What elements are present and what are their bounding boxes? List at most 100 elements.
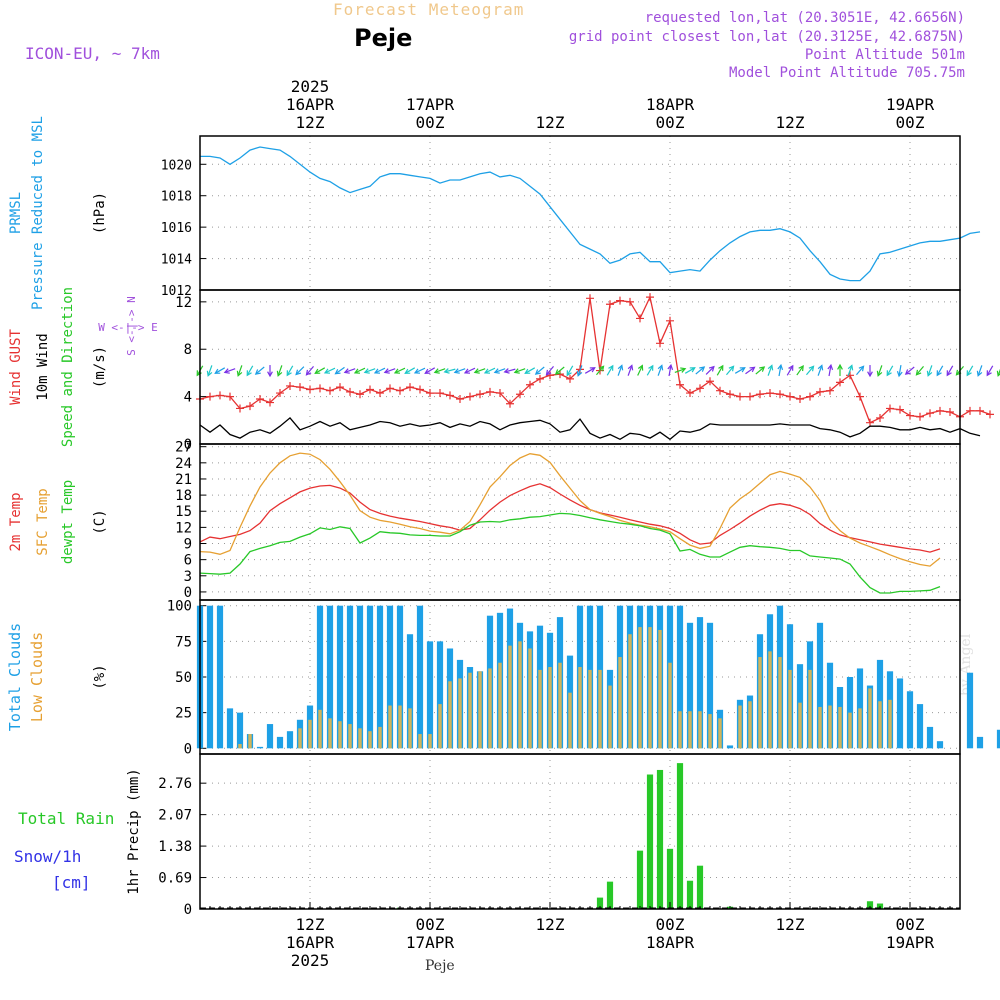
bar-total-rain [636,850,644,909]
gust-marker [796,394,804,403]
top-time-label: 12Z [296,113,325,132]
wind-arrow-head [708,365,715,372]
wind-arrow-head [767,364,774,371]
bar-low-clouds [788,669,792,749]
y-axis-label: (hPa) [92,192,108,234]
wind-arrow-head [915,369,922,376]
wind-arrow-head [493,368,500,374]
ytick-label: 2.07 [158,808,192,824]
panel-label: 2m Temp [8,492,24,551]
wind-arrow [786,365,794,376]
wind-arrow [454,368,466,373]
bar-low-clouds [558,662,562,749]
gust-marker [886,404,894,413]
bar-total-clouds [356,605,364,749]
gust-marker [896,405,904,414]
gust-marker [436,389,444,398]
wind-arrow [668,365,672,377]
bar-total-clouds [396,605,404,749]
bar-total-rain [866,901,874,909]
wind-arrow [424,367,436,374]
bar-total-clouds [266,724,274,749]
model-label: ICON-EU, ~ 7km [25,44,160,63]
ytick-label: 1016 [161,221,192,236]
ytick-label: 2.76 [158,776,192,792]
series-wind-gust [199,295,991,424]
wind-arrow [847,365,853,376]
wind-arrow [596,365,604,376]
gust-marker [636,314,644,323]
gust-marker [716,386,724,395]
ytick-label: 12 [175,295,192,311]
bar-total-clouds [706,622,714,749]
wind-arrow-head [443,368,450,374]
bar-low-clouds [378,726,382,749]
top-time-label: 16APR [286,95,335,114]
bar-low-clouds [688,711,692,749]
gust-marker [286,381,294,390]
bar-total-clouds [976,736,984,749]
bar-low-clouds [248,734,252,749]
bar-low-clouds [508,645,512,749]
bar-low-clouds [338,721,342,749]
wind-arrow [646,365,654,376]
gust-marker [726,390,734,399]
wind-arrow-head [926,370,933,377]
wind-arrow-head [798,365,804,372]
gust-marker [296,383,304,392]
wind-arrow-head [373,368,381,374]
bottom-time-label: 00Z [416,915,445,934]
model-point-altitude: Model Point Altitude 705.75m [728,65,965,81]
wind-arrow [734,367,746,374]
wind-arrow [695,366,705,375]
bar-total-clouds [206,605,214,749]
bar-low-clouds [678,711,682,749]
bar-total-clouds [936,741,944,749]
gust-marker [416,385,424,394]
wind-arrow [335,366,345,375]
gust-marker [226,392,234,401]
gust-marker [526,380,534,389]
gust-marker [766,389,774,398]
bar-low-clouds [528,648,532,749]
panel-label: Wind GUST [8,329,24,405]
bar-low-clouds [328,718,332,749]
bar-total-clouds [426,641,434,749]
bar-low-clouds [568,692,572,749]
bar-total-clouds [316,605,324,749]
bar-low-clouds [358,728,362,749]
wind-arrow-head [637,364,644,371]
wind-arrow-head [648,364,654,371]
series-10m-wind [199,416,981,441]
gust-marker [776,390,784,399]
wind-arrow-head [986,370,992,377]
bar-low-clouds [818,706,822,749]
wind-arrow-head [689,367,696,373]
wind-arrow-head [246,370,252,377]
bar-low-clouds [468,672,472,749]
bar-low-clouds [318,709,322,749]
gust-marker [966,406,974,415]
bar-total-clouds [256,746,264,749]
ytick-label: 75 [175,634,192,650]
compass-we: W <-|-> E [98,321,158,334]
gust-marker [336,383,344,392]
ytick-label: 0 [184,741,192,757]
bar-low-clouds [888,699,892,749]
bar-low-clouds [708,714,712,749]
ytick-label: 24 [175,456,192,472]
wind-arrow [584,367,596,374]
ytick-label: 1012 [161,284,192,299]
series-prmsl [200,146,981,282]
wind-arrow [474,368,486,373]
bar-total-rain [676,763,684,909]
bar-low-clouds [588,669,592,749]
bar-low-clouds [458,678,462,749]
gust-marker [936,406,944,415]
wind-arrow-head [554,369,561,375]
wind-arrow [555,366,565,375]
wind-arrow-head [463,368,471,374]
panel-clouds [196,599,1000,755]
wind-arrow-head [936,370,942,377]
bar-low-clouds [848,712,852,749]
